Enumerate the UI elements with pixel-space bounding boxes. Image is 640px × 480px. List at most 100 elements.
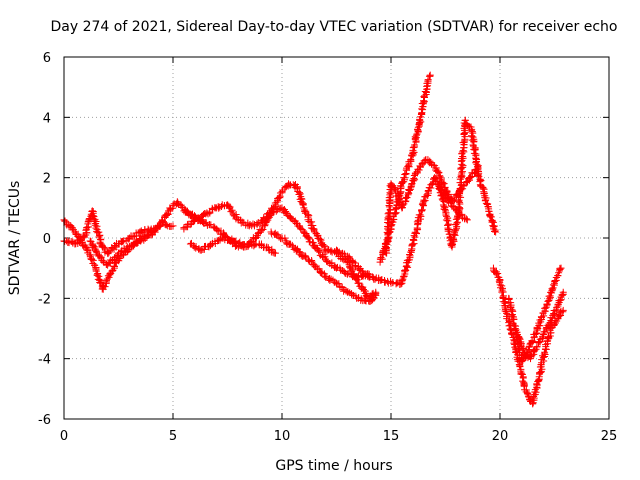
data-point	[316, 235, 324, 243]
data-point	[482, 196, 490, 204]
data-point	[403, 194, 411, 202]
data-point	[218, 202, 226, 210]
data-point	[101, 283, 109, 291]
data-point	[391, 187, 399, 195]
data-point	[397, 280, 405, 288]
data-point	[297, 225, 305, 233]
data-point	[334, 249, 342, 257]
data-point	[486, 212, 494, 220]
data-point	[105, 248, 113, 256]
data-point	[83, 224, 91, 232]
data-point	[386, 206, 394, 214]
series-track	[435, 116, 500, 251]
data-point	[138, 235, 146, 243]
data-point	[457, 193, 465, 201]
data-point	[397, 183, 405, 191]
data-point	[492, 228, 500, 236]
data-point	[548, 285, 556, 293]
data-point	[462, 215, 470, 223]
data-point	[301, 208, 309, 216]
series-track	[180, 204, 373, 281]
data-point	[271, 249, 279, 257]
data-point	[213, 226, 221, 234]
data-point	[257, 227, 265, 235]
data-point	[533, 343, 541, 351]
data-point	[355, 279, 363, 287]
data-point	[458, 148, 466, 156]
data-point	[407, 155, 415, 163]
data-point	[427, 160, 435, 168]
data-point	[304, 256, 312, 264]
data-point	[287, 215, 295, 223]
data-point	[442, 216, 450, 224]
data-point	[199, 218, 207, 226]
data-point	[190, 243, 198, 251]
data-point	[474, 172, 482, 180]
data-point	[360, 285, 368, 293]
data-point	[103, 275, 111, 283]
data-point	[475, 172, 483, 180]
data-point	[278, 188, 286, 196]
data-point	[487, 213, 495, 221]
data-point	[559, 288, 567, 296]
data-point	[259, 225, 267, 233]
data-point	[417, 212, 425, 220]
series-track	[489, 264, 567, 408]
data-point	[365, 272, 373, 280]
data-point	[88, 256, 96, 264]
data-point	[122, 244, 130, 252]
data-point	[557, 264, 565, 272]
y-tick-label: -4	[38, 353, 51, 368]
data-point	[140, 236, 148, 244]
data-point	[408, 241, 416, 249]
x-tick-label: 10	[274, 429, 291, 444]
data-point	[464, 178, 472, 186]
series-track	[513, 288, 567, 363]
data-point	[416, 211, 424, 219]
data-point	[415, 166, 423, 174]
data-point	[516, 362, 524, 370]
data-point	[401, 171, 409, 179]
data-point	[334, 247, 342, 255]
data-point	[418, 206, 426, 214]
data-point	[421, 92, 429, 100]
data-point	[381, 277, 389, 285]
x-tick-label: 25	[601, 429, 618, 444]
data-point	[268, 208, 276, 216]
data-point	[169, 222, 177, 230]
data-point	[426, 71, 434, 79]
data-point	[535, 376, 543, 384]
data-point	[556, 296, 564, 304]
data-point	[532, 329, 540, 337]
data-point	[335, 280, 343, 288]
series-track	[186, 233, 279, 257]
data-point	[544, 333, 552, 341]
data-point	[372, 291, 380, 299]
data-point	[288, 241, 296, 249]
data-point	[541, 304, 549, 312]
data-point	[100, 243, 108, 251]
data-point	[551, 277, 559, 285]
data-point	[411, 141, 419, 149]
data-point	[412, 131, 420, 139]
data-point	[485, 207, 493, 215]
data-point	[92, 224, 100, 232]
data-point	[292, 246, 300, 254]
data-point	[239, 218, 247, 226]
data-point	[204, 210, 212, 218]
data-point	[410, 175, 418, 183]
data-point	[137, 227, 145, 235]
data-point	[89, 260, 97, 268]
data-point	[67, 238, 75, 246]
data-point	[299, 200, 307, 208]
data-point	[162, 221, 170, 229]
data-point	[448, 239, 456, 247]
data-point	[438, 191, 446, 199]
data-point	[452, 215, 460, 223]
data-point	[275, 194, 283, 202]
y-tick-label: 2	[43, 172, 51, 187]
data-point	[441, 206, 449, 214]
data-point	[398, 276, 406, 284]
data-point	[471, 146, 479, 154]
data-point	[472, 159, 480, 167]
